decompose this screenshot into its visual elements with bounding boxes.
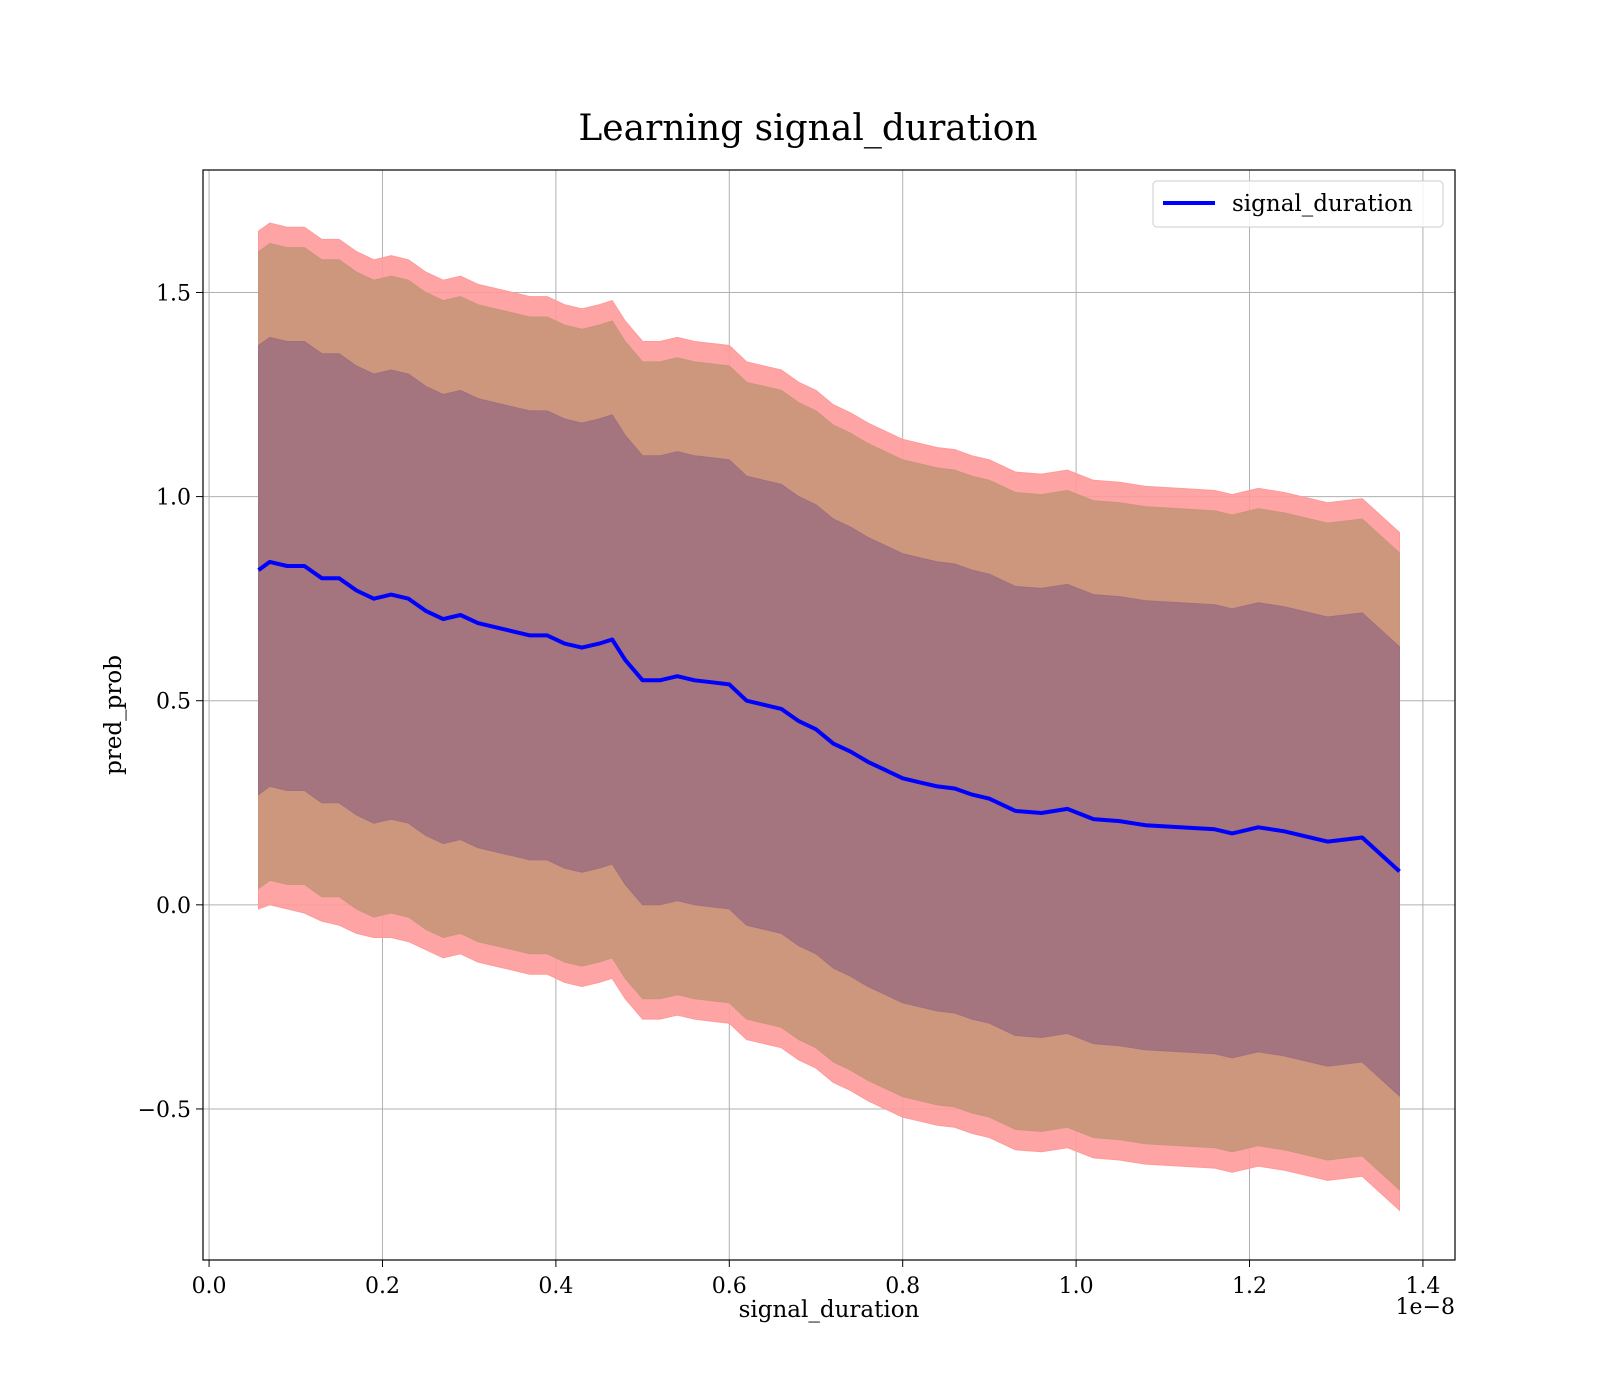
confidence-bands [258,222,1400,1212]
x-tick-label: 0.0 [192,1274,227,1299]
x-tick-label: 1.2 [1232,1274,1267,1299]
y-tick-label: −0.5 [138,1098,191,1123]
x-axis-label: signal_duration [739,1297,920,1323]
inner-confidence-band [258,336,1400,1098]
y-tick-label: 1.5 [156,281,191,306]
y-tick-label: 0.0 [156,894,191,919]
legend-entry-signal-duration: signal_duration [1232,191,1413,217]
plot-frame [202,169,1456,1261]
x-tick-label: 0.6 [712,1274,747,1299]
legend-box [1152,180,1444,228]
x-tick-label: 0.4 [538,1274,573,1299]
x-tick-label: 0.8 [885,1274,920,1299]
x-tick-label: 0.2 [365,1274,400,1299]
chart-title: Learning signal_duration [578,108,1037,149]
axis-ticks: 0.0 0.2 0.4 0.6 0.8 1.0 1.2 1.4 −0.5 0.0 0.5 1.0 1.5 [138,281,1441,1299]
y-tick-label: 1.0 [156,486,191,511]
x-tick-label: 1.0 [1059,1274,1094,1299]
x-tick-label: 1.4 [1405,1274,1440,1299]
x-offset-label: 1e−8 [1396,1295,1455,1320]
y-axis-label: pred_prob [101,655,127,775]
series-lines [257,559,1401,873]
legend: signal_duration [1152,180,1444,228]
y-tick-label: 0.5 [156,690,191,715]
series-line-signal-duration [257,559,1401,873]
